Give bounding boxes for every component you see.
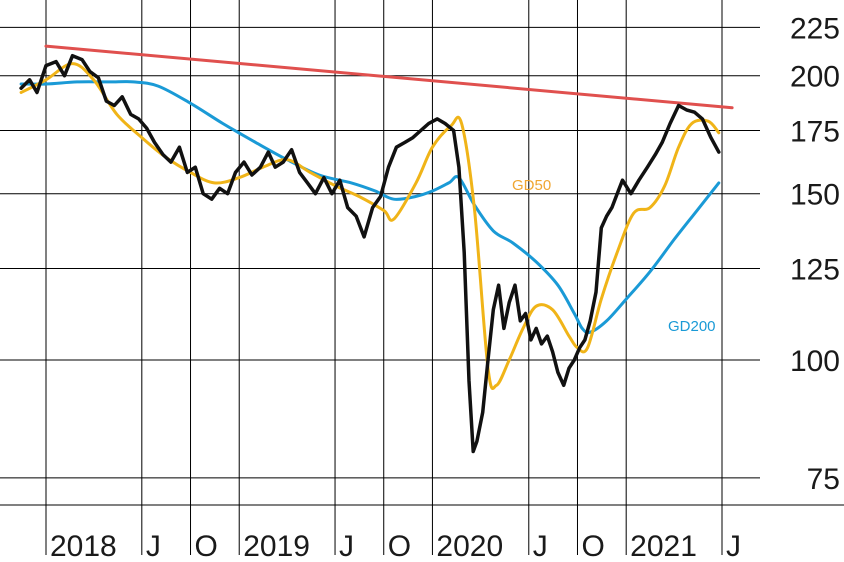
gd200-label: GD200 bbox=[668, 318, 716, 335]
series-layer bbox=[19, 44, 734, 454]
y-tick-label: 75 bbox=[807, 463, 840, 496]
x-tick-label: 2020 bbox=[436, 530, 503, 562]
y-tick-label: 100 bbox=[790, 345, 840, 378]
x-tick-label: O bbox=[581, 530, 604, 562]
x-tick-label: 2021 bbox=[630, 530, 697, 562]
y-tick-label: 175 bbox=[790, 115, 840, 148]
gd200-series-line bbox=[19, 80, 721, 335]
x-tick-label: O bbox=[195, 530, 218, 562]
y-tick-label: 225 bbox=[790, 12, 840, 45]
y-tick-label: 200 bbox=[790, 61, 840, 94]
trendline-series-line bbox=[44, 44, 734, 110]
x-tick-label: 2018 bbox=[50, 530, 117, 562]
y-tick-label: 125 bbox=[790, 253, 840, 286]
y-tick-label: 150 bbox=[790, 179, 840, 212]
x-tick-label: J bbox=[339, 530, 354, 562]
x-tick-label: 2019 bbox=[243, 530, 310, 562]
price-series-line bbox=[19, 53, 721, 454]
x-tick-label: J bbox=[146, 530, 161, 562]
x-tick-label: O bbox=[388, 530, 411, 562]
labels-layer: 75 100 125 150 175 200 225 2018 J O 2019 J O 2020 J O 20… bbox=[50, 12, 840, 562]
gd50-series-line bbox=[19, 62, 721, 390]
x-tick-label: J bbox=[726, 530, 741, 562]
x-tick-label: J bbox=[533, 530, 548, 562]
gd50-label: GD50 bbox=[512, 177, 551, 194]
